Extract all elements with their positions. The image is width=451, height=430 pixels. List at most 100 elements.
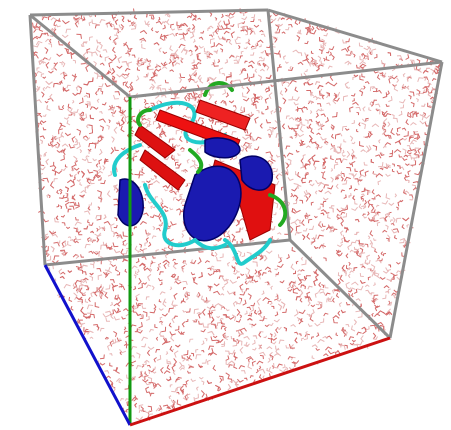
water-molecule [125,73,129,75]
water-molecule [107,125,110,129]
water-molecule [258,75,261,81]
water-molecule [153,226,155,229]
water-molecule [105,83,110,86]
water-molecule [135,403,137,407]
water-molecule [80,182,82,185]
water-molecule [351,93,355,96]
water-molecule [357,112,359,115]
water-molecule [274,319,280,322]
water-molecule [244,47,248,49]
water-molecule [291,325,296,327]
water-molecule [407,180,409,183]
water-molecule [98,207,100,210]
water-molecule [207,381,212,384]
water-molecule [341,177,343,182]
water-molecule [341,221,344,226]
water-molecule [140,222,146,225]
water-molecule [382,295,386,299]
water-molecule [348,46,351,51]
water-molecule [37,68,40,71]
water-molecule [115,92,120,96]
water-molecule [353,196,355,201]
water-molecule [354,252,357,254]
water-molecule [374,238,377,240]
water-molecule [66,202,70,209]
water-molecule [175,262,178,264]
water-molecule [395,235,398,239]
water-molecule [142,257,147,260]
water-molecule [237,277,240,279]
water-molecule [148,274,151,280]
water-molecule [99,84,103,87]
water-molecule [142,305,146,308]
water-molecule [410,123,416,126]
water-molecule [61,272,65,274]
water-molecule [46,62,49,68]
water-molecule [260,31,264,33]
water-molecule [156,69,161,71]
water-molecule [114,304,120,307]
water-molecule [332,55,335,60]
water-molecule [296,297,300,300]
water-molecule [328,214,331,218]
water-molecule [268,358,270,363]
water-molecule [87,159,91,162]
water-molecule [137,67,140,70]
water-molecule [199,46,204,48]
water-molecule [344,195,347,199]
water-molecule [235,39,241,43]
water-molecule [51,246,54,252]
water-molecule [177,392,180,394]
water-molecule [392,169,394,172]
water-molecule [72,100,74,103]
water-molecule [387,91,389,95]
water-molecule [362,74,365,78]
water-molecule [170,385,172,388]
water-molecule [180,136,183,141]
water-molecule [190,52,192,56]
water-molecule [256,137,261,140]
water-molecule [108,260,111,265]
water-molecule [396,262,400,264]
water-molecule [352,293,354,297]
water-molecule [406,119,409,124]
water-molecule [211,42,215,47]
water-molecule [326,57,329,61]
water-molecule [225,59,228,63]
water-molecule [135,328,138,332]
water-molecule [312,337,315,339]
water-molecule [382,201,388,205]
water-molecule [345,177,351,181]
water-molecule [169,308,174,312]
water-molecule [164,263,167,269]
water-molecule [255,117,259,123]
water-molecule [152,236,156,239]
water-molecule [241,371,245,374]
water-molecule [388,96,392,101]
water-molecule [305,69,308,71]
water-molecule [418,78,424,82]
water-molecule [303,285,306,289]
water-molecule [159,299,161,302]
water-molecule [165,209,169,211]
water-molecule [111,148,114,154]
water-molecule [324,33,328,36]
water-molecule [186,319,188,322]
water-molecule [405,164,409,166]
water-molecule [198,18,201,19]
water-molecule [346,168,351,172]
water-molecule [61,215,65,217]
water-molecule [217,339,224,342]
water-molecule [68,237,71,239]
water-molecule [276,175,278,180]
water-molecule [349,274,351,278]
water-molecule [264,336,267,338]
water-molecule [211,317,214,323]
water-molecule [241,274,245,276]
water-molecule [88,206,90,210]
water-molecule [160,282,162,285]
water-molecule [84,314,87,317]
water-molecule [136,258,139,262]
water-molecule [113,331,116,337]
water-molecule [80,149,82,153]
